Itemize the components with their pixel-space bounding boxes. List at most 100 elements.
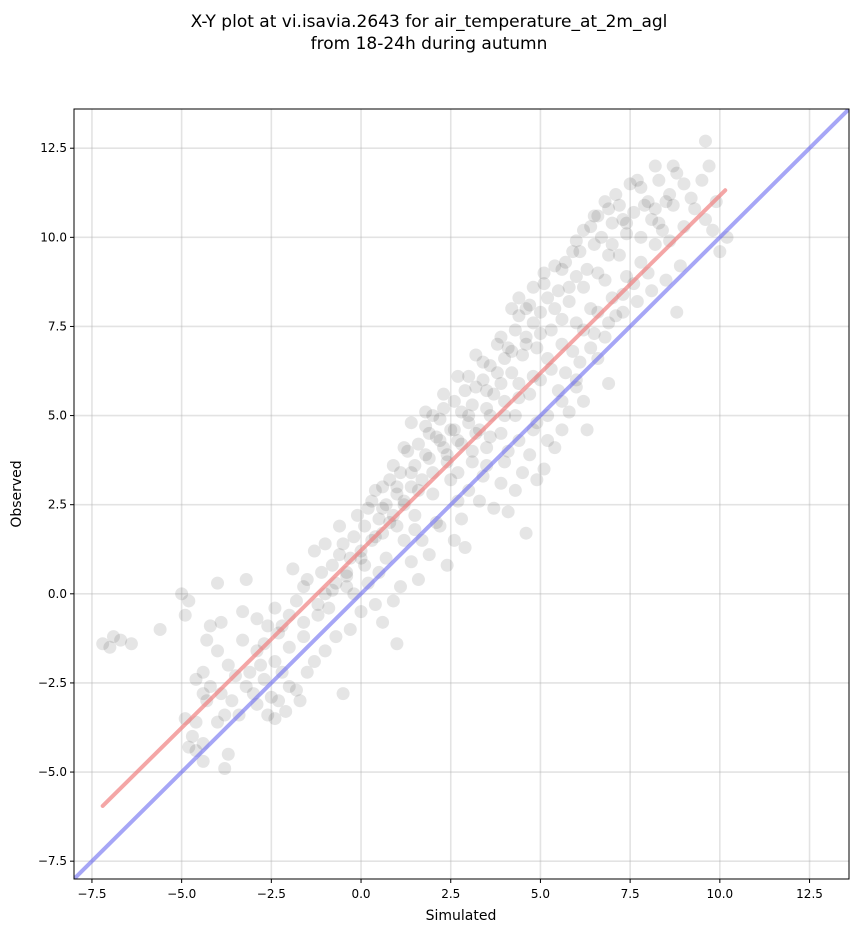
scatter-point [512,309,526,323]
scatter-point [501,505,515,519]
scatter-point [548,302,562,316]
scatter-point [530,473,544,487]
scatter-point [519,302,533,316]
scatter-point [526,316,540,330]
scatter-point [508,323,522,337]
scatter-point [257,672,271,686]
scatter-point [404,466,418,480]
scatter-point [368,598,382,612]
scatter-point [688,202,702,216]
scatter-point [487,501,501,515]
scatter-point [465,398,479,412]
scatter-point [713,245,727,259]
scatter-point [451,466,465,480]
scatter-point [318,537,332,551]
scatter-point [455,405,468,419]
scatter-point [315,565,329,579]
y-tick-label: −5.0 [38,765,67,779]
scatter-point [239,680,253,693]
scatter-point [390,519,404,533]
y-tick-label: −7.5 [38,854,67,868]
scatter-point [307,544,321,558]
scatter-point [505,366,519,380]
scatter-point [562,295,576,308]
scatter-point [541,434,555,448]
scatter-point [616,287,630,301]
scatter-point [580,423,594,437]
scatter-point [268,655,282,669]
scatter-point [282,680,296,693]
scatter-point [559,255,573,269]
scatter-point [318,644,332,658]
scatter-point [447,423,461,437]
y-tick-label: 0.0 [48,587,67,601]
scatter-point [666,159,680,173]
y-tick-label: 7.5 [48,319,67,333]
x-tick-label: 2.5 [441,887,460,901]
scatter-point [96,637,110,651]
scatter-point [182,740,196,754]
scatter-point [670,166,684,180]
y-axis-label: Observed [9,460,25,527]
scatter-point [494,376,508,390]
scatter-point [447,394,461,408]
x-tick-label: 5.0 [531,887,550,901]
scatter-point [451,434,465,448]
scatter-point [411,483,425,497]
x-tick-label: 12.5 [796,887,823,901]
scatter-point [576,223,590,237]
x-tick-label: −2.5 [257,887,286,901]
scatter-point [282,640,296,654]
scatter-point [365,494,379,508]
scatter-point [404,416,418,430]
scatter-point [379,498,393,512]
scatter-point [706,223,720,237]
scatter-point [300,573,314,587]
scatter-point [523,387,537,401]
scatter-point [394,580,408,594]
scatter-point [408,458,422,472]
scatter-point [354,605,368,619]
scatter-point [422,426,436,440]
scatter-point [358,558,372,572]
scatter-point [544,323,558,337]
scatter-point [620,270,634,284]
scatter-point [361,576,375,590]
scatter-point [368,483,382,497]
scatter-point [440,448,454,462]
scatter-point [429,430,443,444]
scatter-point [498,352,512,366]
scatter-point [476,469,490,483]
scatter-point [505,302,519,316]
scatter-point [501,444,515,458]
scatter-point [576,280,590,294]
scatter-point [376,501,390,515]
scatter-point [645,213,659,227]
scatter-point [587,209,601,223]
scatter-point [602,202,616,216]
scatter-point [225,694,239,708]
scatter-point [408,508,422,522]
scatter-point [602,248,616,262]
scatter-point [602,316,616,330]
scatter-point [645,284,659,298]
scatter-point [419,448,433,462]
scatter-point [218,761,232,775]
scatter-point [483,430,497,444]
scatter-point [286,562,300,576]
scatter-point [386,508,400,522]
scatter-point [221,747,235,761]
scatter-point [472,494,486,508]
x-tick-label: 7.5 [621,887,640,901]
scatter-point [634,180,648,194]
scatter-point [347,530,361,544]
scatter-point [469,426,483,440]
scatter-point [612,198,626,212]
scatter-point [379,551,393,565]
scatter-point [462,483,476,497]
scatter-point [153,622,167,636]
scatter-point [612,248,626,262]
scatter-point [297,615,311,629]
scatter-point [394,466,408,480]
